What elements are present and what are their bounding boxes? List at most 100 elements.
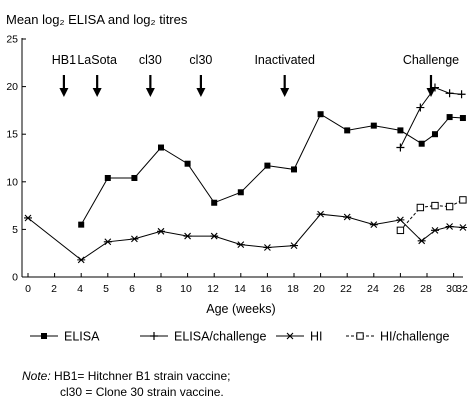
data-point — [236, 241, 245, 249]
note-text-1: HB1= Hitchner B1 strain vaccine; — [54, 369, 230, 383]
event-label: Inactivated — [254, 53, 315, 67]
y-tick-label: 20 — [6, 81, 18, 93]
data-point — [158, 144, 164, 151]
x-tick-label: 10 — [180, 283, 192, 295]
x-tick-label: 26 — [393, 283, 405, 295]
y-tick-label: 15 — [6, 129, 18, 141]
data-point — [431, 131, 438, 138]
x-tick-label: 0 — [25, 283, 31, 295]
y-tick-label: 5 — [12, 224, 18, 236]
data-point — [457, 90, 466, 99]
series-line — [80, 113, 463, 225]
x-tick-label: 6 — [129, 283, 135, 295]
data-point — [77, 256, 86, 264]
legend-label: ELISA/challenge — [174, 330, 266, 344]
y-tick-label: 0 — [12, 272, 18, 284]
legend-item: ELISA/challenge — [140, 330, 266, 344]
x-tick-label: 22 — [340, 283, 352, 295]
event-label: cl30 — [189, 53, 212, 67]
data-point — [343, 213, 352, 221]
data-point — [431, 201, 439, 210]
data-point — [416, 203, 425, 212]
down-arrow-icon — [59, 75, 69, 97]
data-point — [317, 111, 324, 118]
x-tick-label: 18 — [287, 283, 299, 295]
data-point — [103, 238, 112, 246]
legend-item: HI/challenge — [346, 330, 450, 344]
x-tick-label: 20 — [313, 283, 325, 295]
y-tick-label: 10 — [6, 176, 18, 188]
data-point — [263, 244, 272, 251]
legend-item: ELISA — [30, 330, 100, 344]
y-tick-label: 25 — [6, 34, 18, 46]
x-axis-label: Age (weeks) — [206, 302, 275, 316]
data-point — [369, 221, 378, 229]
event-label: LaSota — [77, 53, 117, 67]
data-point — [430, 83, 439, 92]
legend-label: ELISA — [64, 330, 100, 344]
note-line-1: Note: HB1= Hitchner B1 strain vaccine; — [22, 369, 230, 383]
data-point — [445, 223, 454, 230]
data-point — [445, 89, 454, 98]
data-point — [183, 232, 192, 240]
data-point — [416, 103, 425, 112]
down-arrow-icon — [280, 75, 290, 97]
legend-marker — [356, 332, 364, 340]
x-tick-label: 16 — [260, 283, 272, 295]
legend-marker — [41, 333, 47, 339]
data-point — [458, 224, 467, 231]
legend: ELISA ELISA/challenge HI HI/challenge — [30, 330, 450, 344]
legend-marker — [150, 332, 158, 340]
x-tick-label: 14 — [234, 283, 246, 295]
note-line-2: cl30 = Clone 30 strain vaccine. — [60, 385, 224, 399]
series-hi-challenge — [396, 196, 467, 235]
data-point — [344, 127, 351, 134]
data-point — [396, 143, 405, 152]
down-arrow-icon — [196, 75, 206, 97]
data-point — [104, 174, 111, 181]
x-tick-label: 8 — [156, 283, 162, 295]
data-point — [210, 232, 219, 240]
data-point — [446, 114, 453, 121]
note-prefix: Note: — [22, 369, 51, 383]
data-point — [370, 122, 377, 129]
data-point — [396, 226, 405, 235]
data-point — [264, 162, 271, 169]
series-line — [27, 213, 463, 261]
data-point — [445, 202, 454, 211]
data-point — [430, 226, 439, 234]
data-point — [459, 196, 467, 204]
event-label: cl30 — [139, 53, 162, 67]
x-tick-label: 28 — [420, 283, 432, 295]
x-tick-label: 24 — [367, 283, 379, 295]
down-arrow-icon — [92, 75, 102, 97]
series-elisa — [78, 111, 466, 228]
data-point — [290, 242, 298, 249]
x-tick-label: 12 — [207, 283, 219, 295]
series-hi — [24, 210, 467, 264]
event-label: HB1 — [52, 53, 76, 67]
data-point — [459, 115, 466, 122]
data-point — [78, 221, 85, 228]
data-point — [396, 216, 405, 224]
data-point — [291, 166, 297, 173]
data-point — [237, 189, 244, 196]
x-tick-label: 2 — [51, 283, 57, 295]
data-point — [157, 227, 165, 235]
data-point — [184, 160, 191, 167]
data-point — [131, 174, 138, 181]
data-point — [417, 237, 426, 245]
data-point — [397, 127, 404, 134]
data-point — [24, 214, 32, 222]
x-tick-label: 5 — [103, 283, 109, 295]
legend-label: HI/challenge — [380, 330, 450, 344]
down-arrow-icon — [145, 75, 155, 97]
x-tick-label: 30 — [446, 283, 458, 295]
data-point — [130, 235, 139, 243]
legend-item: HI — [276, 330, 323, 344]
chart-title: Mean log₂ ELISA and log₂ titres — [6, 12, 188, 27]
event-label: Challenge — [403, 53, 459, 67]
data-point — [418, 140, 425, 147]
series-elisa-challenge — [396, 83, 466, 152]
